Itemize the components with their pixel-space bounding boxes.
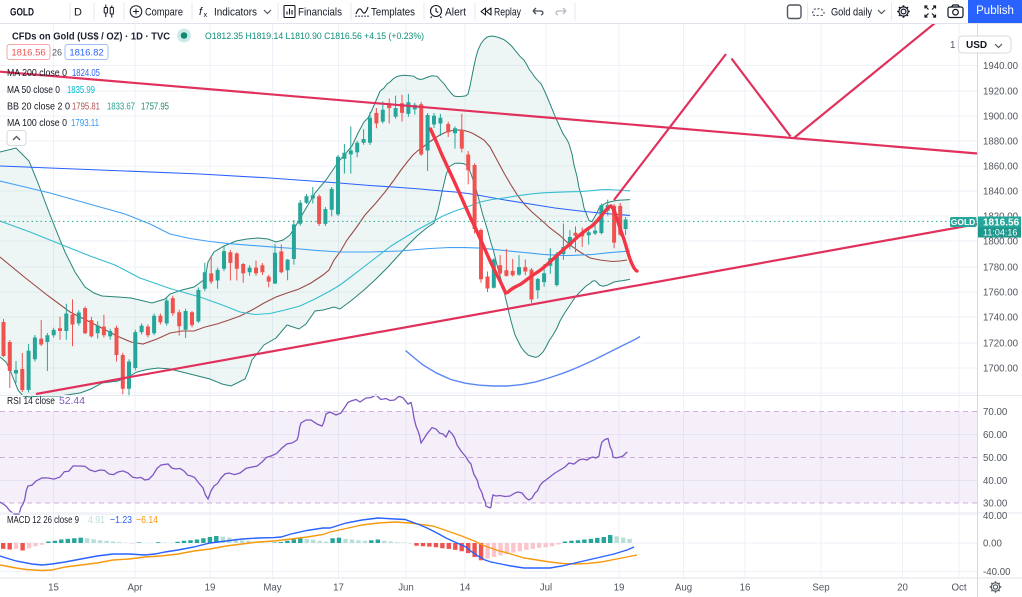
svg-text:1700.00: 1700.00 — [983, 364, 1019, 375]
svg-text:x: x — [204, 10, 208, 19]
svg-text:4.91: 4.91 — [88, 515, 105, 526]
svg-text:52.44: 52.44 — [59, 396, 85, 407]
svg-text:f: f — [199, 6, 203, 18]
svg-text:1780.00: 1780.00 — [983, 263, 1019, 274]
svg-text:1793.11: 1793.11 — [71, 118, 99, 129]
svg-text:1800.00: 1800.00 — [983, 237, 1019, 248]
svg-text:1833.67: 1833.67 — [107, 102, 135, 113]
svg-text:60.00: 60.00 — [983, 430, 1008, 441]
svg-text:30.00: 30.00 — [983, 499, 1008, 510]
svg-text:Alert: Alert — [445, 7, 466, 19]
svg-text:11:04:16: 11:04:16 — [983, 228, 1017, 238]
svg-text:20: 20 — [897, 583, 908, 594]
svg-text:1900.00: 1900.00 — [983, 112, 1019, 123]
svg-text:GOLD: GOLD — [10, 7, 34, 19]
svg-text:19: 19 — [205, 583, 216, 594]
svg-text:1835.99: 1835.99 — [67, 85, 95, 96]
svg-text:1816.82: 1816.82 — [69, 48, 103, 59]
svg-text:1940.00: 1940.00 — [983, 61, 1019, 72]
svg-text:1757.95: 1757.95 — [141, 102, 169, 113]
svg-text:40.00: 40.00 — [983, 511, 1008, 522]
svg-text:O1812.35 H1819.14 L1810.90 C18: O1812.35 H1819.14 L1810.90 C1816.56 +4.1… — [205, 31, 424, 42]
svg-text:19: 19 — [614, 583, 625, 594]
svg-text:40.00: 40.00 — [983, 476, 1008, 487]
svg-text:Sep: Sep — [812, 583, 829, 594]
svg-text:MA 50 close 0: MA 50 close 0 — [7, 85, 60, 96]
svg-text:−6.14: −6.14 — [136, 515, 158, 526]
svg-text:1816.56: 1816.56 — [983, 218, 1020, 229]
svg-text:MA 200 close 0: MA 200 close 0 — [7, 68, 67, 79]
svg-text:MA 100 close 0: MA 100 close 0 — [7, 118, 67, 129]
svg-text:1840.00: 1840.00 — [983, 187, 1019, 198]
svg-text:1760.00: 1760.00 — [983, 288, 1019, 299]
svg-text:1824.05: 1824.05 — [72, 68, 100, 79]
svg-text:Aug: Aug — [675, 583, 692, 594]
svg-text:-40.00: -40.00 — [983, 567, 1011, 578]
svg-text:1816.56: 1816.56 — [11, 48, 45, 59]
svg-text:BB 20 close 2 0: BB 20 close 2 0 — [7, 102, 70, 113]
svg-text:Apr: Apr — [127, 583, 143, 594]
svg-text:1740.00: 1740.00 — [983, 313, 1019, 324]
svg-text:26: 26 — [52, 48, 62, 58]
svg-text:MACD 12 26 close 9: MACD 12 26 close 9 — [7, 515, 79, 526]
svg-text:−1.23: −1.23 — [110, 515, 132, 526]
svg-text:Replay: Replay — [494, 7, 521, 19]
svg-text:RSI 14 close: RSI 14 close — [7, 396, 55, 407]
svg-text:D: D — [74, 7, 82, 19]
svg-text:0.00: 0.00 — [983, 539, 1002, 550]
svg-text:15: 15 — [48, 583, 59, 594]
svg-text:1720.00: 1720.00 — [983, 339, 1019, 350]
svg-text:Indicators: Indicators — [214, 7, 257, 19]
svg-text:May: May — [263, 583, 281, 594]
svg-text:Jul: Jul — [540, 583, 552, 594]
svg-text:Oct: Oct — [951, 583, 966, 594]
svg-text:Templates: Templates — [371, 7, 415, 19]
svg-text:14: 14 — [460, 583, 471, 594]
svg-text:CFDs on Gold (US$ / OZ) · 1D ·: CFDs on Gold (US$ / OZ) · 1D · TVC — [12, 31, 170, 43]
svg-text:USD: USD — [966, 40, 987, 51]
svg-text:Jun: Jun — [398, 583, 414, 594]
svg-text:GOLD: GOLD — [951, 217, 976, 227]
svg-text:Gold daily: Gold daily — [831, 7, 872, 19]
svg-text:1880.00: 1880.00 — [983, 137, 1019, 148]
svg-text:1860.00: 1860.00 — [983, 162, 1019, 173]
svg-text:Financials: Financials — [298, 7, 342, 19]
svg-text:1: 1 — [950, 40, 955, 51]
svg-text:16: 16 — [740, 583, 751, 594]
svg-text:1795.81: 1795.81 — [72, 102, 100, 113]
svg-text:Compare: Compare — [145, 7, 183, 19]
svg-text:70.00: 70.00 — [983, 407, 1008, 418]
svg-text:50.00: 50.00 — [983, 453, 1008, 464]
svg-text:17: 17 — [333, 583, 344, 594]
svg-text:1920.00: 1920.00 — [983, 87, 1019, 98]
